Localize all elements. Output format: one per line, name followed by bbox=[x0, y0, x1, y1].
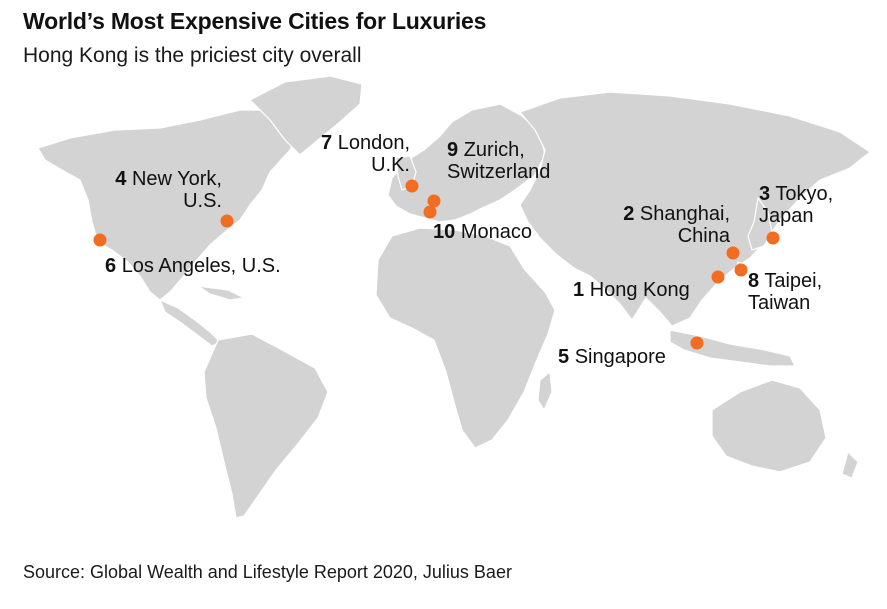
greenland bbox=[249, 75, 363, 156]
southeast-asia-islands bbox=[669, 329, 796, 367]
map-subtitle: Hong Kong is the priciest city overall bbox=[23, 44, 362, 67]
marker-hong-kong bbox=[711, 270, 725, 284]
caribbean bbox=[197, 285, 245, 301]
marker-singapore bbox=[690, 336, 704, 350]
label-shanghai: 2 Shanghai, China bbox=[602, 203, 730, 247]
rank: 6 bbox=[105, 255, 117, 277]
city-name: Monaco bbox=[460, 221, 532, 243]
label-london: 7 London, U.K. bbox=[296, 132, 410, 176]
city-name: Shanghai, bbox=[639, 203, 730, 225]
rank: 3 bbox=[759, 183, 771, 205]
city-country: China bbox=[677, 225, 730, 247]
rank: 8 bbox=[748, 270, 760, 292]
asia bbox=[519, 91, 871, 327]
marker-shanghai bbox=[726, 246, 740, 260]
new-zealand bbox=[841, 451, 859, 479]
rank: 5 bbox=[558, 346, 570, 368]
europe bbox=[387, 103, 546, 223]
rank: 1 bbox=[573, 279, 585, 301]
city-country: Japan bbox=[759, 205, 814, 227]
africa bbox=[375, 227, 556, 449]
city-name: London, bbox=[337, 132, 410, 154]
south-america bbox=[203, 333, 329, 519]
rank: 9 bbox=[447, 139, 459, 161]
city-country: U.K. bbox=[371, 154, 410, 176]
city-name: Hong Kong bbox=[589, 279, 690, 301]
rank: 4 bbox=[115, 168, 127, 190]
marker-tokyo bbox=[766, 231, 780, 245]
city-name: Zurich, bbox=[463, 139, 525, 161]
source-note: Source: Global Wealth and Lifestyle Repo… bbox=[23, 562, 512, 582]
rank: 7 bbox=[321, 132, 333, 154]
japan bbox=[747, 197, 773, 251]
label-new-york: 4 New York, U.S. bbox=[86, 168, 222, 212]
city-name: Singapore bbox=[574, 346, 666, 368]
city-country: U.S. bbox=[183, 190, 222, 212]
marker-zurich bbox=[427, 194, 441, 208]
label-zurich: 9 Zurich, Switzerland bbox=[447, 139, 550, 183]
marker-monaco bbox=[423, 205, 437, 219]
marker-new-york bbox=[220, 214, 234, 228]
rank: 10 bbox=[433, 221, 456, 243]
label-hong-kong: 1 Hong Kong bbox=[573, 279, 690, 301]
city-name: Taipei, bbox=[764, 270, 823, 292]
city-name: Tokyo, bbox=[775, 183, 834, 205]
north-america bbox=[37, 109, 301, 301]
australia bbox=[711, 379, 827, 473]
marker-taipei bbox=[734, 263, 748, 277]
city-name: Los Angeles, U.S. bbox=[121, 255, 281, 277]
central-america bbox=[159, 299, 221, 347]
city-name: New York, bbox=[131, 168, 222, 190]
marker-los-angeles bbox=[93, 233, 107, 247]
city-country: Switzerland bbox=[447, 161, 551, 183]
marker-london bbox=[405, 179, 419, 193]
label-los-angeles: 6 Los Angeles, U.S. bbox=[105, 255, 281, 277]
label-monaco: 10 Monaco bbox=[433, 221, 532, 243]
label-singapore: 5 Singapore bbox=[558, 346, 666, 368]
madagascar bbox=[537, 371, 553, 411]
map-title: World’s Most Expensive Cities for Luxuri… bbox=[23, 8, 487, 34]
label-tokyo: 3 Tokyo, Japan bbox=[759, 183, 833, 227]
rank: 2 bbox=[623, 203, 635, 225]
city-country: Taiwan bbox=[748, 292, 811, 314]
label-taipei: 8 Taipei, Taiwan bbox=[748, 270, 822, 314]
